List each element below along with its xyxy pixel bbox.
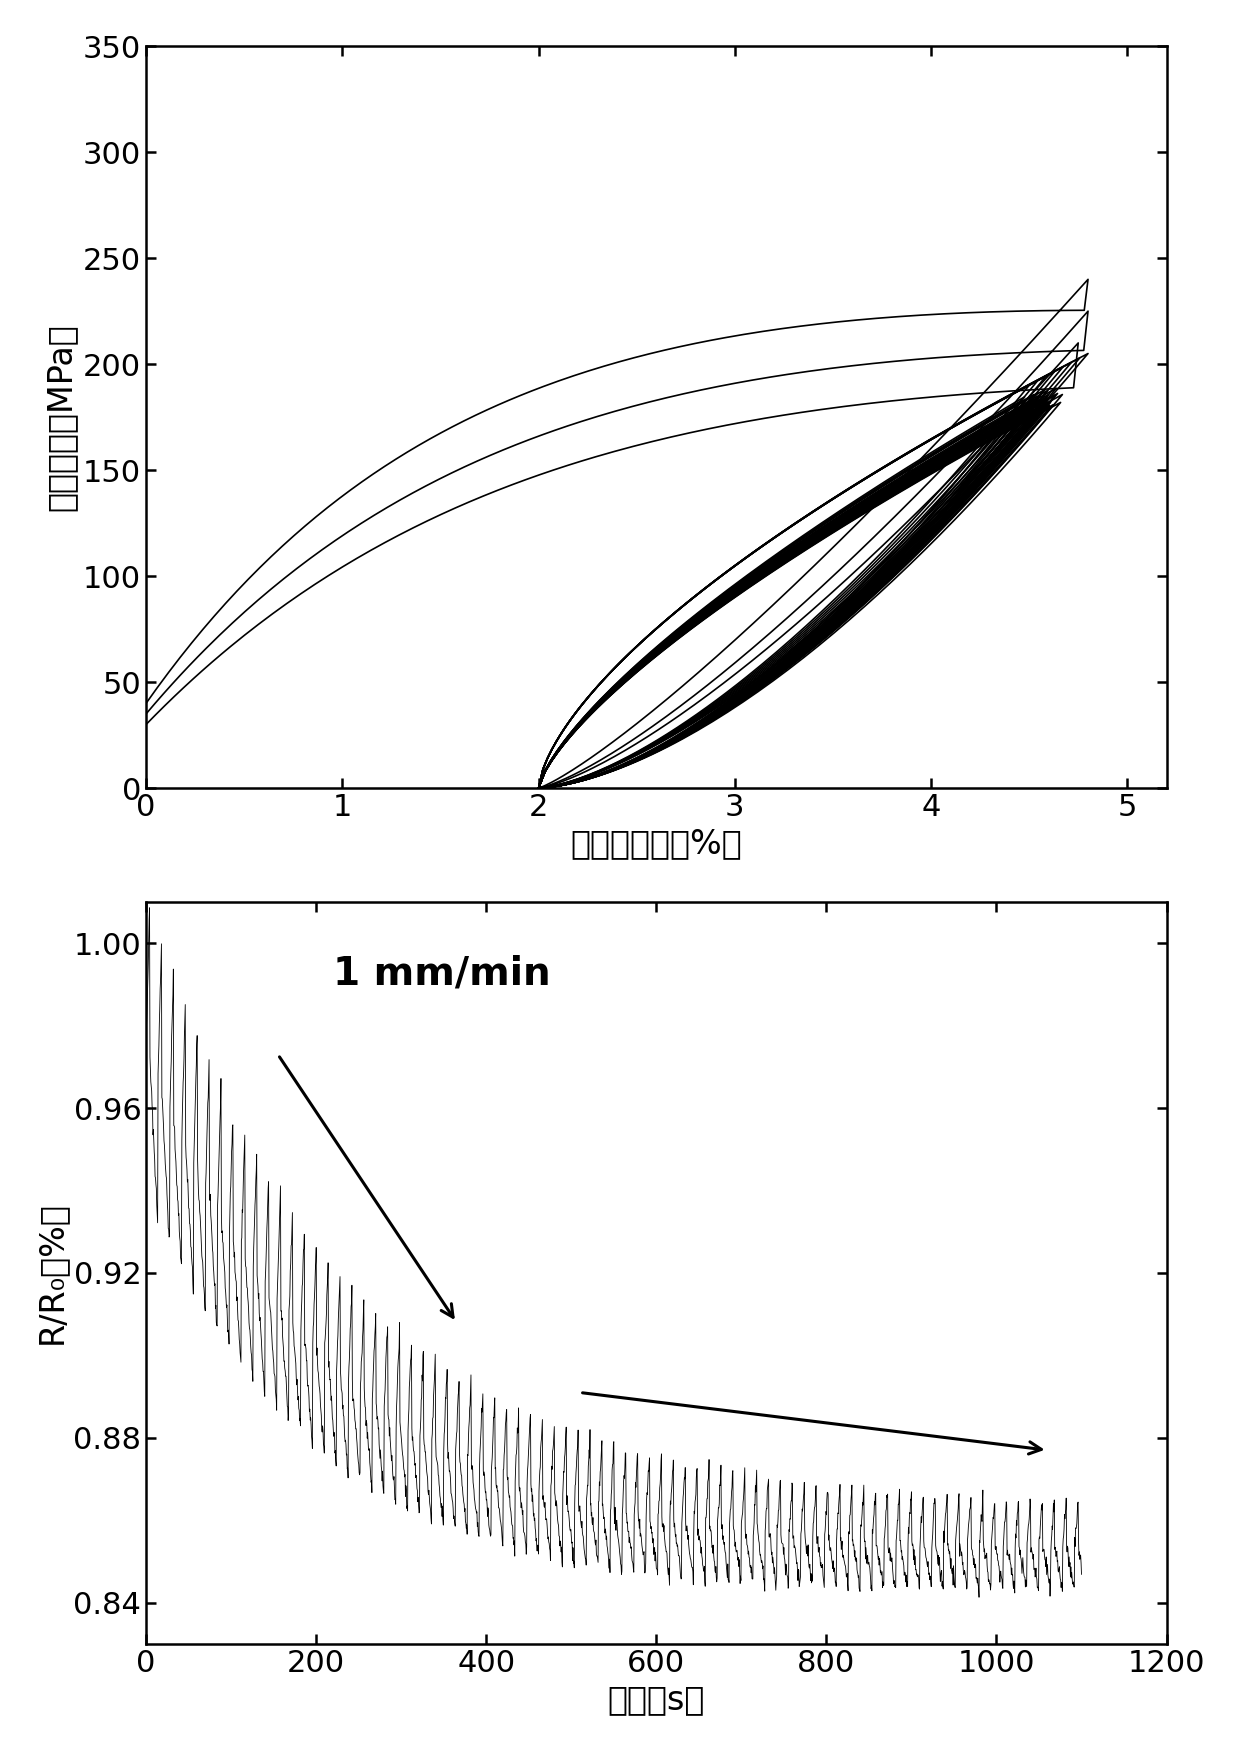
Text: 1 mm/min: 1 mm/min bbox=[334, 954, 551, 993]
X-axis label: 时间（s）: 时间（s） bbox=[608, 1683, 706, 1716]
Y-axis label: R/R₀（%）: R/R₀（%） bbox=[35, 1201, 68, 1345]
Y-axis label: 拉伸强度（MPa）: 拉伸强度（MPa） bbox=[45, 324, 77, 511]
X-axis label: 断裂伸长率（%）: 断裂伸长率（%） bbox=[570, 828, 743, 860]
